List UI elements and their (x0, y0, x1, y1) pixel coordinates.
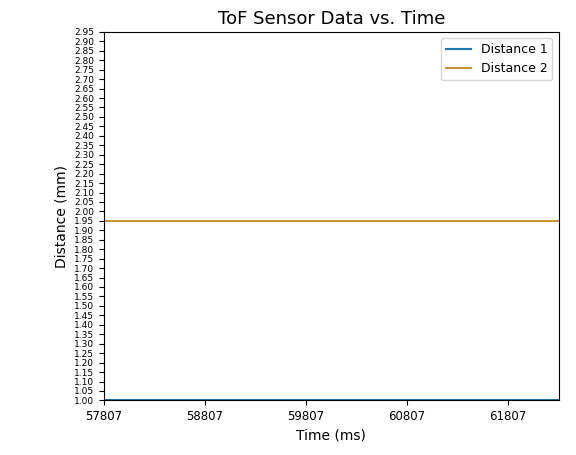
Title: ToF Sensor Data vs. Time: ToF Sensor Data vs. Time (218, 10, 445, 27)
X-axis label: Time (ms): Time (ms) (296, 429, 366, 443)
Legend: Distance 1, Distance 2: Distance 1, Distance 2 (441, 38, 552, 81)
Y-axis label: Distance (mm): Distance (mm) (54, 165, 69, 268)
